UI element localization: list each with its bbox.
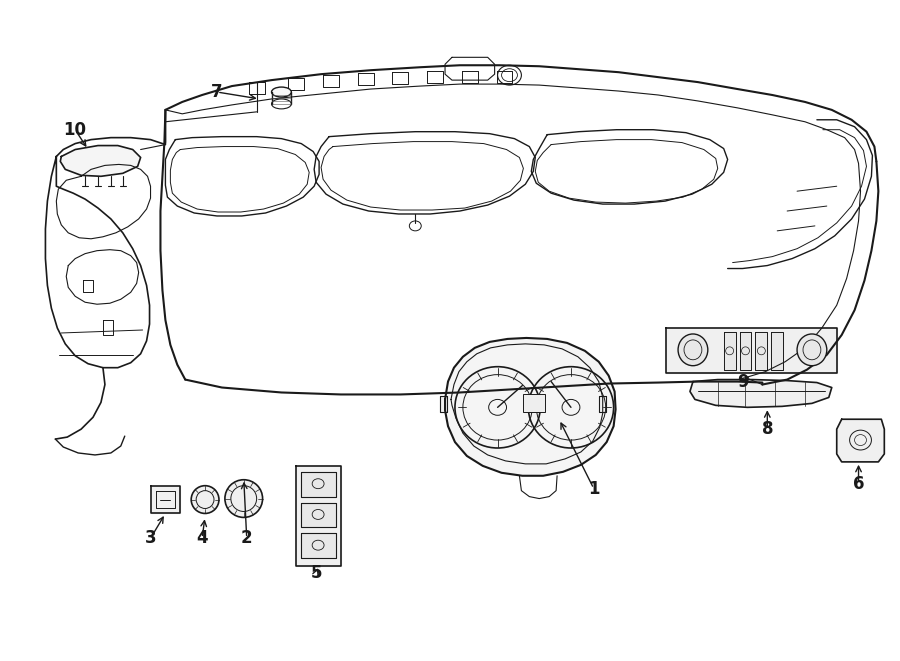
Polygon shape [302,472,336,496]
Polygon shape [60,145,140,176]
Text: 9: 9 [737,373,748,391]
Ellipse shape [678,334,707,366]
Polygon shape [150,486,180,514]
Polygon shape [771,332,783,369]
Ellipse shape [225,480,263,518]
Text: 5: 5 [310,564,322,582]
Text: 6: 6 [853,475,864,492]
Text: 4: 4 [196,529,208,547]
Ellipse shape [272,87,292,97]
Polygon shape [755,332,768,369]
Text: 8: 8 [761,420,773,438]
Polygon shape [440,397,447,412]
Polygon shape [724,332,735,369]
Polygon shape [690,379,832,407]
Ellipse shape [797,334,827,366]
Polygon shape [302,502,336,527]
Bar [524,395,545,412]
Polygon shape [445,338,616,476]
Polygon shape [296,466,341,566]
Text: 7: 7 [212,83,223,101]
Polygon shape [666,328,837,373]
Text: 2: 2 [241,529,253,547]
Ellipse shape [191,486,219,514]
Polygon shape [598,397,606,412]
Text: 3: 3 [145,529,157,547]
Polygon shape [837,419,885,462]
Polygon shape [302,533,336,558]
Polygon shape [740,332,752,369]
Text: 10: 10 [64,121,86,139]
Text: 1: 1 [588,480,599,498]
